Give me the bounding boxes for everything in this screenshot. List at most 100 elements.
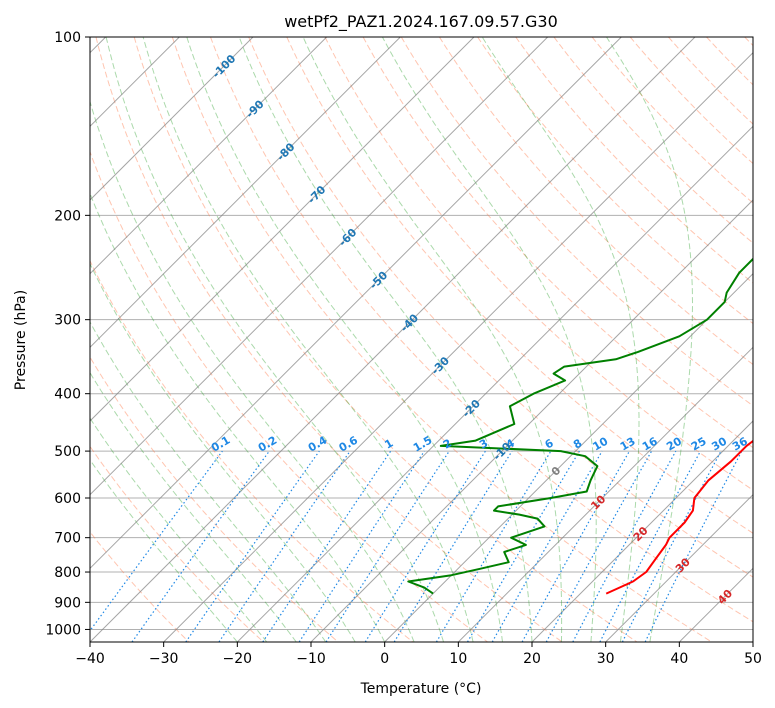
mixing-ratio-line bbox=[572, 450, 677, 642]
dry-adiabat bbox=[95, 37, 563, 642]
mixing-ratio-line bbox=[435, 450, 552, 642]
dry-adiabat bbox=[668, 37, 753, 125]
dry-adiabat bbox=[90, 356, 339, 642]
dry-adiabat bbox=[90, 259, 414, 642]
dry-adiabat bbox=[171, 37, 712, 642]
dry-adiabat bbox=[553, 37, 753, 244]
x-axis: −40 −30 −20 −10 0 10 20 30 40 50 bbox=[75, 642, 762, 667]
moist-adiabat bbox=[105, 37, 445, 642]
dry-adiabat bbox=[90, 531, 190, 642]
mixing-ratio-line bbox=[185, 450, 320, 642]
moist-adiabat bbox=[142, 37, 474, 642]
y-tick-label: 1000 bbox=[45, 622, 81, 638]
temperature-profile bbox=[605, 439, 753, 595]
mixing-ratio-line bbox=[521, 450, 631, 642]
dry-adiabat bbox=[591, 37, 753, 204]
dry-adiabat bbox=[706, 37, 753, 86]
isotherm-line bbox=[90, 37, 696, 642]
moist-adiabat bbox=[90, 417, 268, 642]
moist-adiabat bbox=[606, 37, 693, 642]
isotherm-line bbox=[752, 641, 753, 642]
y-tick-label: 100 bbox=[54, 30, 81, 46]
x-tick-label: 20 bbox=[523, 651, 541, 667]
isotherm-line bbox=[457, 346, 753, 642]
y-tick-label: 200 bbox=[54, 208, 81, 224]
dry-adiabat bbox=[400, 37, 753, 407]
series-lines bbox=[407, 257, 753, 595]
x-tick-label: 30 bbox=[597, 651, 615, 667]
y-axis-label: Pressure (hPa) bbox=[13, 290, 29, 390]
y-tick-label: 500 bbox=[54, 444, 81, 460]
mixing-ratio-line bbox=[325, 450, 450, 642]
x-axis-label: Temperature (°C) bbox=[360, 681, 482, 697]
y-tick-label: 700 bbox=[54, 531, 81, 547]
mixing-ratio-line bbox=[218, 450, 351, 642]
dry-adiabat bbox=[133, 37, 638, 642]
dewpoint-profile bbox=[407, 257, 753, 595]
isotherm-line bbox=[90, 37, 401, 349]
x-tick-label: 10 bbox=[449, 651, 467, 667]
moist-adiabat bbox=[90, 262, 356, 642]
x-tick-label: −20 bbox=[223, 651, 253, 667]
y-tick-label: 600 bbox=[54, 491, 81, 507]
isotherm-line bbox=[90, 37, 549, 496]
isotherm-line bbox=[90, 37, 254, 201]
isotherm-line bbox=[90, 37, 622, 570]
mixing-ratio-line bbox=[545, 450, 653, 642]
mixing-ratio-line bbox=[393, 450, 513, 642]
x-tick-label: −10 bbox=[296, 651, 326, 667]
x-tick-label: −30 bbox=[149, 651, 179, 667]
y-tick-label: 400 bbox=[54, 387, 81, 403]
mixing-ratio-line bbox=[262, 450, 392, 642]
dry-adiabat bbox=[210, 37, 753, 623]
dry-adiabat bbox=[744, 37, 753, 47]
mixing-ratio-label: 1 bbox=[382, 437, 395, 452]
moist-adiabat bbox=[238, 37, 533, 642]
isotherm-line bbox=[678, 567, 753, 642]
isotherm-label: 40 bbox=[715, 587, 735, 607]
x-tick-label: 50 bbox=[744, 651, 762, 667]
isotherm-label: 0 bbox=[549, 464, 564, 479]
x-tick-label: 0 bbox=[380, 651, 389, 667]
plot-frame bbox=[89, 36, 754, 643]
chart-title: wetPf2_PAZ1.2024.167.09.57.G30 bbox=[284, 12, 558, 32]
isotherm-line bbox=[236, 125, 753, 642]
y-axis: 100 200 300 400 500 600 700 800 900 1000 bbox=[45, 30, 90, 638]
dry-adiabat bbox=[477, 37, 753, 325]
dry-adiabat bbox=[438, 37, 753, 366]
mixing-ratio-line bbox=[90, 450, 223, 632]
x-tick-label: 40 bbox=[670, 651, 688, 667]
dry-adiabat bbox=[515, 37, 753, 284]
isotherm-line bbox=[90, 37, 475, 422]
y-tick-label: 800 bbox=[54, 565, 81, 581]
mixing-ratio-label: 3 bbox=[477, 437, 490, 452]
dry-adiabat bbox=[248, 37, 753, 578]
mixing-ratio-label: 6 bbox=[543, 436, 556, 451]
isotherm-line bbox=[163, 51, 753, 642]
y-tick-label: 900 bbox=[54, 595, 81, 611]
moist-adiabat bbox=[90, 459, 238, 642]
plot-area: 0.1 0.2 0.4 0.6 1 1.5 2 3 4 6 8 10 13 16 20 25 30 36-100-… bbox=[89, 36, 754, 643]
moist-adiabat bbox=[481, 37, 640, 642]
mixing-ratio-line bbox=[599, 450, 702, 642]
moist-adiabat bbox=[90, 99, 415, 642]
moist-adiabat bbox=[186, 37, 503, 642]
isotherm-line bbox=[90, 37, 328, 275]
mixing-ratio-line bbox=[298, 450, 425, 642]
isotherm-line bbox=[531, 420, 753, 642]
dry-adiabat bbox=[629, 37, 753, 165]
moist-adiabat bbox=[381, 37, 597, 642]
isotherm-line bbox=[384, 272, 753, 642]
background-lines bbox=[90, 37, 753, 642]
line-labels: 0.1 0.2 0.4 0.6 1 1.5 2 3 4 6 8 10 13 16 20 25 30 36-100-… bbox=[209, 52, 750, 607]
dry-adiabat bbox=[362, 37, 753, 449]
mixing-ratio-line bbox=[131, 450, 270, 642]
isotherm-line bbox=[310, 199, 753, 642]
mixing-ratio-line bbox=[644, 450, 743, 642]
dry-adiabat bbox=[90, 445, 264, 642]
x-tick-label: −40 bbox=[75, 651, 105, 667]
isotherm-label: 20 bbox=[631, 524, 651, 544]
y-tick-label: 300 bbox=[54, 313, 81, 329]
moist-adiabat bbox=[90, 192, 386, 642]
